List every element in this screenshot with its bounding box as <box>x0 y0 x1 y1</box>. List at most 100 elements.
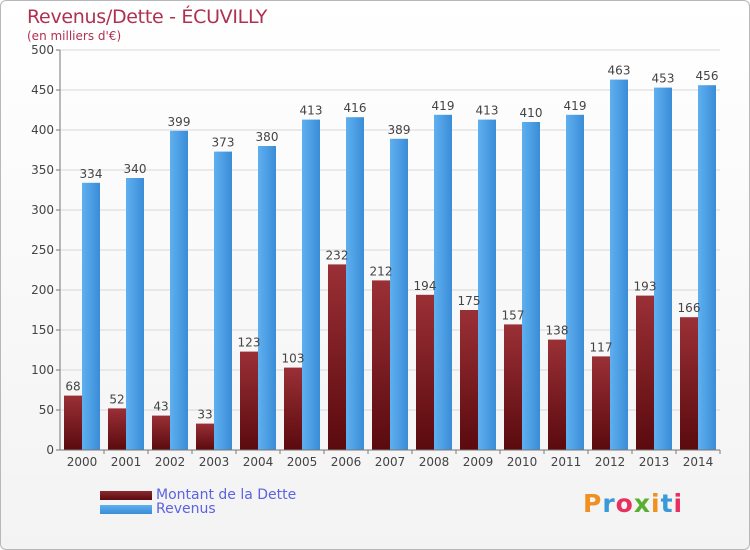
legend-item-debt: Montant de la Dette <box>100 487 296 503</box>
data-label-revenus: 453 <box>652 72 675 86</box>
logo-letter: o <box>615 489 634 518</box>
proxiti-logo: Proxiti <box>583 489 683 518</box>
bar-debt <box>372 280 390 450</box>
bar-debt <box>504 324 522 450</box>
bar-debt <box>416 294 434 450</box>
data-label-revenus: 410 <box>520 106 543 120</box>
bar-revenus <box>82 182 100 451</box>
bar-revenus <box>610 79 628 450</box>
data-label-debt: 175 <box>458 294 481 308</box>
bar-revenus <box>654 87 672 450</box>
logo-letter: r <box>602 489 616 518</box>
data-label-revenus: 419 <box>432 99 455 113</box>
bar-revenus <box>434 114 452 451</box>
data-label-debt: 33 <box>197 408 212 422</box>
data-label-debt: 68 <box>65 380 80 394</box>
legend-swatch-debt <box>100 490 152 500</box>
bar-debt <box>152 415 170 450</box>
x-tick-label: 2009 <box>463 455 494 469</box>
bar-debt <box>108 408 126 450</box>
data-label-revenus: 419 <box>564 99 587 113</box>
x-tick-label: 2011 <box>551 455 582 469</box>
y-tick-label: 50 <box>39 403 54 417</box>
x-tick-label: 2001 <box>111 455 142 469</box>
x-tick-label: 2006 <box>331 455 362 469</box>
bar-revenus <box>214 151 232 450</box>
data-label-revenus: 463 <box>608 64 631 78</box>
data-label-revenus: 416 <box>344 101 367 115</box>
y-tick-label: 400 <box>31 123 54 137</box>
bar-debt <box>460 310 478 450</box>
x-tick-label: 2005 <box>287 455 318 469</box>
y-tick-label: 250 <box>31 243 54 257</box>
bar-revenus <box>390 138 408 451</box>
data-label-revenus: 334 <box>80 167 103 181</box>
data-label-debt: 232 <box>326 248 349 262</box>
y-tick-label: 100 <box>31 363 54 377</box>
data-label-debt: 193 <box>634 280 657 294</box>
x-tick-label: 2002 <box>155 455 186 469</box>
bar-debt <box>284 367 302 450</box>
y-tick-label: 150 <box>31 323 54 337</box>
legend-label-debt: Montant de la Dette <box>156 487 297 503</box>
bar-debt <box>680 317 698 450</box>
legend-item-revenus: Revenus <box>100 501 216 517</box>
logo-letter: P <box>583 489 603 518</box>
bar-revenus <box>522 122 540 450</box>
data-label-revenus: 456 <box>696 69 719 83</box>
x-tick-label: 2010 <box>507 455 538 469</box>
legend-swatch-revenus <box>100 504 152 514</box>
bar-revenus <box>126 178 144 450</box>
x-tick-label: 2008 <box>419 455 450 469</box>
data-label-revenus: 413 <box>300 104 323 118</box>
data-label-debt: 138 <box>546 324 569 338</box>
legend-label-revenus: Revenus <box>156 501 216 517</box>
bar-revenus <box>258 146 276 450</box>
bar-debt <box>548 339 566 450</box>
logo-letter: i <box>651 489 661 518</box>
data-label-revenus: 373 <box>212 136 235 150</box>
bar-debt <box>196 423 214 450</box>
y-tick-label: 0 <box>46 443 54 457</box>
x-tick-label: 2007 <box>375 455 406 469</box>
data-label-debt: 43 <box>153 400 168 414</box>
x-tick-label: 2013 <box>639 455 670 469</box>
x-tick-label: 2000 <box>67 455 98 469</box>
bar-debt <box>592 356 610 450</box>
bar-revenus <box>302 119 320 450</box>
data-label-revenus: 413 <box>476 104 499 118</box>
y-tick-label: 450 <box>31 83 54 97</box>
y-tick-label: 200 <box>31 283 54 297</box>
y-tick-label: 500 <box>31 43 54 57</box>
x-tick-label: 2003 <box>199 455 230 469</box>
chart-title: Revenus/Dette - ÉCUVILLY <box>27 6 268 28</box>
logo-letter: x <box>633 489 651 518</box>
data-label-revenus: 380 <box>256 130 279 144</box>
bar-revenus <box>478 119 496 450</box>
bar-revenus <box>698 85 716 450</box>
logo-letter: t <box>660 489 674 518</box>
x-tick-label: 2014 <box>683 455 714 469</box>
logo-letter: i <box>673 489 684 518</box>
data-label-debt: 212 <box>370 264 393 278</box>
data-label-debt: 123 <box>238 336 261 350</box>
data-label-debt: 157 <box>502 308 525 322</box>
bar-revenus <box>170 130 188 451</box>
bar-revenus <box>346 117 364 450</box>
data-label-debt: 117 <box>590 340 613 354</box>
y-tick-label: 300 <box>31 203 54 217</box>
x-tick-label: 2012 <box>595 455 626 469</box>
data-label-debt: 166 <box>678 301 701 315</box>
data-label-debt: 103 <box>282 352 305 366</box>
bar-revenus <box>566 114 584 451</box>
bar-debt <box>328 264 346 450</box>
bar-debt <box>64 395 82 450</box>
chart-subtitle: (en milliers d'€) <box>27 29 122 43</box>
x-tick-label: 2004 <box>243 455 274 469</box>
data-label-debt: 194 <box>414 279 437 293</box>
bar-debt <box>636 295 654 450</box>
data-label-revenus: 389 <box>388 123 411 137</box>
bar-debt <box>240 351 258 450</box>
y-tick-label: 350 <box>31 163 54 177</box>
